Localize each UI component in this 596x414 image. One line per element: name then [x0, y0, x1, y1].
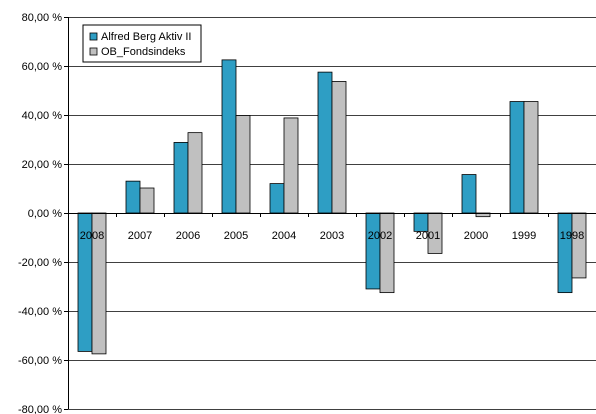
bar-series-1-1999	[509, 101, 525, 214]
legend: Alfred Berg Aktiv II OB_Fondsindeks	[82, 24, 202, 63]
bar-series-1-2004	[269, 183, 285, 214]
legend-label-series-1: Alfred Berg Aktiv II	[101, 31, 191, 43]
legend-swatch-series-1	[89, 32, 98, 41]
bar-series-1-2001	[413, 212, 429, 232]
y-tick-label-5: 20,00 %	[22, 159, 63, 171]
x-tick-label-1998: 1998	[560, 230, 584, 242]
x-tick-label-2003: 2003	[320, 230, 344, 242]
bar-series-1-2007	[125, 180, 141, 214]
x-tick-label-1999: 1999	[512, 230, 536, 242]
bars	[77, 59, 587, 355]
bar-series-2-2003	[331, 81, 347, 214]
x-tick-label-2000: 2000	[464, 230, 488, 242]
y-tick-label-6: 40,00 %	[22, 110, 63, 122]
x-tick-label-2008: 2008	[80, 230, 104, 242]
bar-series-1-2002	[365, 212, 381, 290]
x-tick-label-2007: 2007	[128, 230, 152, 242]
bar-series-1-2005	[221, 59, 237, 214]
x-tick-label-2004: 2004	[272, 230, 296, 242]
legend-label-series-2: OB_Fondsindeks	[101, 46, 186, 58]
x-tick-label-2006: 2006	[176, 230, 200, 242]
y-tick-label-2: -40,00 %	[18, 306, 62, 318]
bar-series-2-2005	[235, 115, 251, 214]
y-tick-label-4: 0,00 %	[28, 208, 62, 220]
y-tick-label-7: 60,00 %	[22, 61, 63, 73]
legend-box	[82, 24, 202, 63]
y-tick-label-0: -80,00 %	[18, 404, 62, 414]
bar-series-2-2006	[187, 132, 203, 214]
y-tick-label-1: -60,00 %	[18, 355, 62, 367]
y-tick-labels: -80,00 % -60,00 % -40,00 % -20,00 % 0,00 % 20…	[18, 12, 62, 414]
bar-series-2-2004	[283, 117, 299, 214]
bar-series-2-1998	[571, 212, 587, 279]
bar-series-2-1999	[523, 101, 539, 214]
axes	[64, 17, 596, 410]
bar-series-2-2002	[379, 212, 395, 294]
x-tick-label-2002: 2002	[368, 230, 392, 242]
y-tick-label-3: -20,00 %	[18, 257, 62, 269]
legend-swatch-series-2	[89, 47, 98, 56]
x-tick-label-2005: 2005	[224, 230, 248, 242]
category-labels: 2008 2007 2006 2005 2004 2003 2002 2001 2000 1999…	[80, 230, 584, 242]
bar-series-1-1998	[557, 212, 573, 294]
x-tick-label-2001: 2001	[416, 230, 440, 242]
bar-series-2-2007	[139, 187, 155, 214]
bar-series-1-2000	[461, 174, 477, 214]
bar-series-1-2003	[317, 71, 333, 214]
bar-series-1-2006	[173, 142, 189, 214]
y-tick-label-8: 80,00 %	[22, 12, 63, 24]
